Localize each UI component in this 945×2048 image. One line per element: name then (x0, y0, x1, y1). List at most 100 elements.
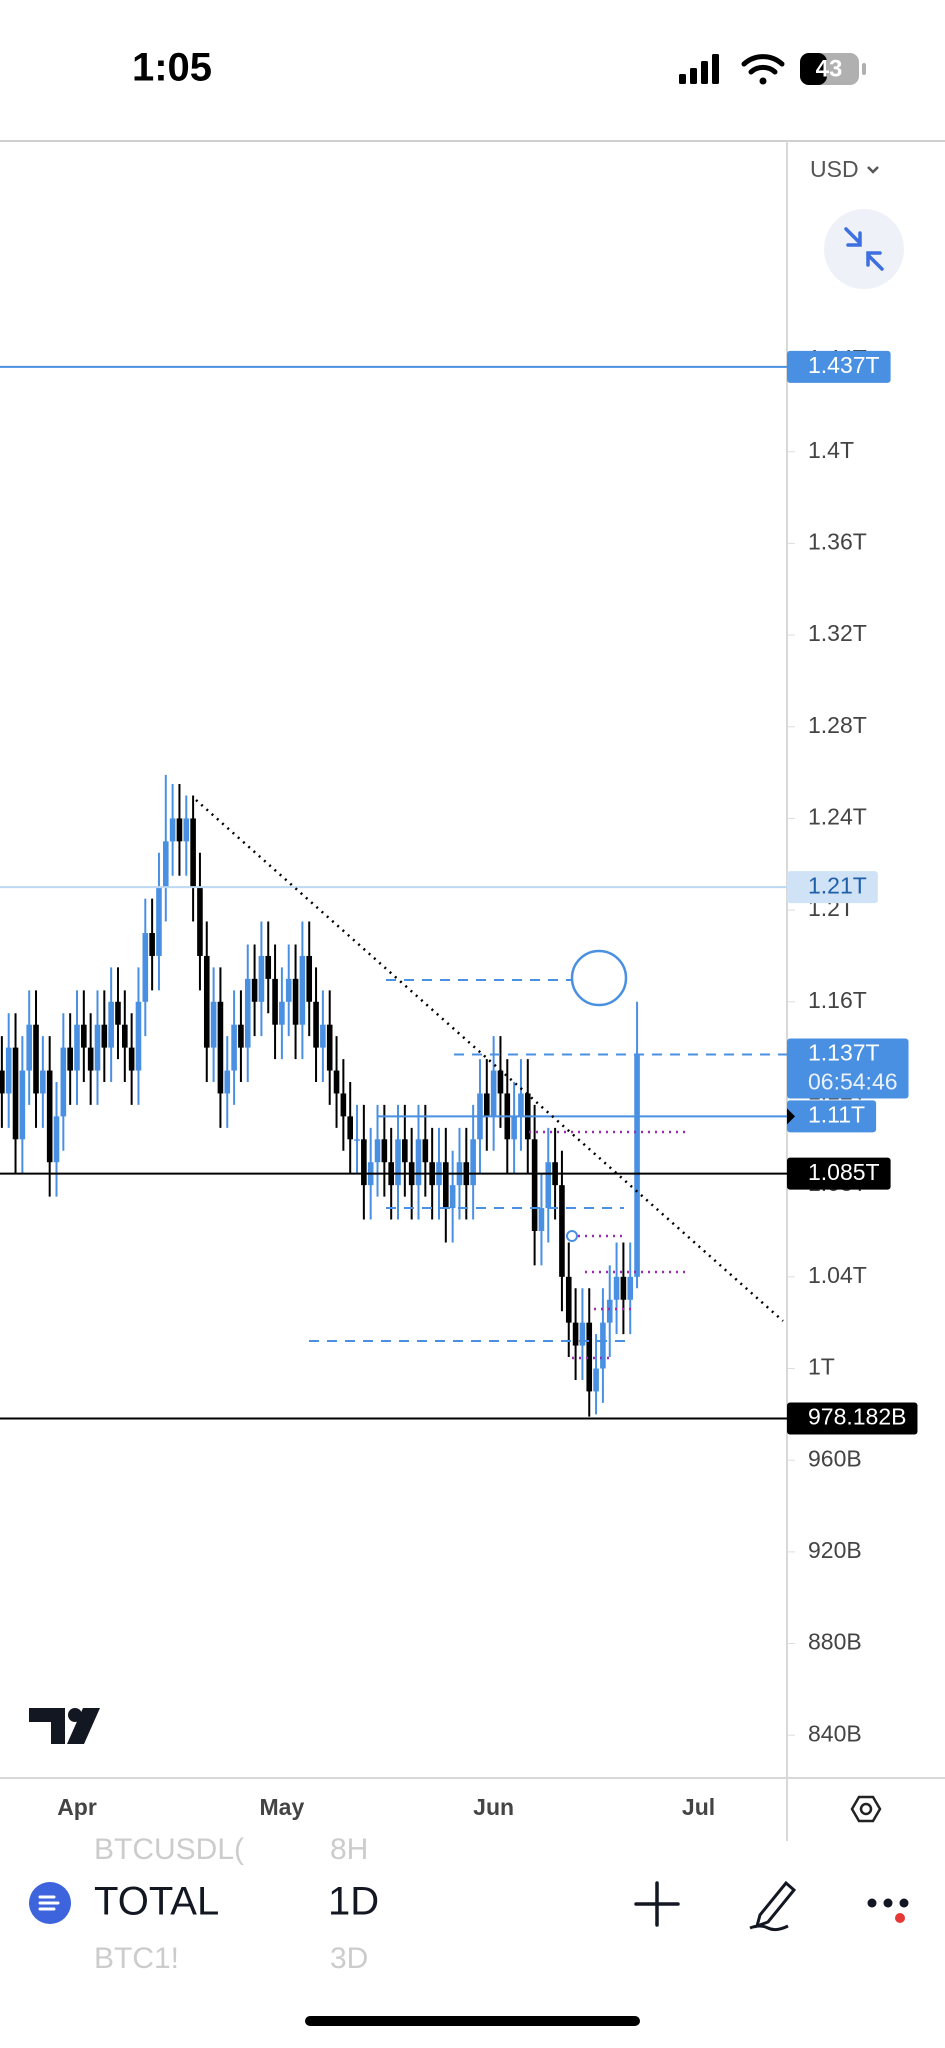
candle-body (415, 1139, 422, 1186)
interval-scroll-below: 3D (330, 1942, 368, 1975)
countdown: 06:54:46 (808, 1069, 898, 1095)
more-button[interactable] (867, 1898, 909, 1924)
currency-label[interactable]: USD (810, 156, 859, 182)
collapse-button[interactable] (824, 209, 904, 289)
candle-body (620, 1276, 627, 1300)
wifi-icon (741, 54, 785, 85)
candle-body (613, 1276, 620, 1300)
candle-body (128, 1047, 135, 1071)
candle-body (5, 1047, 12, 1094)
candle-body (545, 1162, 552, 1209)
candle-body (74, 1024, 80, 1071)
candle-body (326, 1024, 333, 1071)
price-badge-label: 978.182B (808, 1404, 906, 1430)
price-badge (787, 1100, 877, 1133)
candle-body (606, 1299, 613, 1323)
y-tick-label: 880B (808, 1629, 862, 1655)
candle-body (511, 1116, 517, 1140)
badge-arrow (787, 1410, 795, 1427)
y-tick-label: 920B (808, 1537, 862, 1563)
symbol[interactable]: TOTAL (94, 1880, 219, 1924)
candle-body (238, 1024, 244, 1048)
candle-body (169, 818, 176, 842)
candle-body (443, 1162, 449, 1209)
candle-body (115, 1001, 121, 1025)
candle-body (600, 1322, 606, 1369)
candle-body (627, 1276, 634, 1300)
candle-body (122, 1024, 128, 1048)
candle-body (395, 1139, 401, 1186)
candle-body (87, 1047, 94, 1071)
candle-body (381, 1139, 388, 1163)
x-tick-label: Jun (473, 1794, 514, 1820)
y-tick-label: 1T (808, 1354, 835, 1380)
candle-body (265, 955, 272, 979)
y-tick-label: 960B (808, 1445, 862, 1471)
currency-caret (867, 166, 879, 174)
candle-body (33, 1024, 39, 1094)
candle-body (449, 1185, 456, 1209)
candle-body (285, 978, 292, 1002)
candle-body (12, 1047, 19, 1140)
candle-body (101, 1024, 108, 1048)
candle-body (162, 841, 169, 888)
candle-body (538, 1208, 545, 1231)
candle-body (497, 1070, 504, 1094)
interval[interactable]: 1D (328, 1880, 379, 1924)
candle-body (299, 955, 306, 1025)
candle-body (586, 1322, 593, 1392)
candle-body (272, 978, 278, 1025)
price-badge-label: 1.437T (808, 352, 880, 378)
candle-body (402, 1139, 408, 1163)
candle-body (183, 818, 190, 842)
candle-body (572, 1322, 579, 1346)
price-badge (787, 1038, 909, 1099)
candle-body (579, 1322, 586, 1346)
y-tick-label: 1.32T (808, 620, 867, 646)
candle-body (313, 1001, 319, 1048)
y-tick-label: 840B (808, 1720, 862, 1746)
candle-body (634, 1054, 640, 1277)
y-tick-label: 1.4T (808, 437, 854, 463)
candle-body (244, 978, 251, 1048)
price-badge (787, 1157, 891, 1190)
candle-body (306, 955, 313, 1002)
settings-button[interactable] (850, 1795, 882, 1823)
battery-icon: 43 (800, 53, 866, 85)
candle-body (142, 933, 149, 1002)
candle-body (258, 955, 265, 1002)
price-badge (787, 871, 878, 904)
candle-body (320, 1024, 326, 1048)
candle-body (361, 1139, 367, 1186)
candle-body (67, 1047, 73, 1071)
candle-body (531, 1139, 538, 1231)
x-tick-label: May (260, 1794, 305, 1820)
candle-body (354, 1139, 360, 1141)
small-circle (566, 1230, 578, 1242)
battery-level: 43 (816, 55, 843, 82)
draw-button[interactable] (749, 1880, 797, 1932)
price-badge (787, 1402, 918, 1435)
candle-body (40, 1070, 46, 1094)
symbol-scroll-below: BTC1! (94, 1942, 179, 1975)
price-badge-label: 1.137T (808, 1040, 880, 1066)
candle-body (176, 818, 183, 842)
candle-body (484, 1093, 490, 1117)
candle-body (203, 955, 210, 1048)
candle-body (135, 1001, 142, 1071)
candle-body (94, 1024, 101, 1071)
trend-line (195, 799, 784, 1322)
candle-body (374, 1139, 381, 1163)
candle-body (565, 1276, 572, 1323)
candle-body (593, 1368, 599, 1392)
add-button[interactable] (634, 1881, 680, 1927)
circle-marker (570, 949, 628, 1007)
home-indicator (305, 2016, 640, 2026)
candle-body (190, 818, 196, 888)
candle-body (292, 978, 299, 1025)
candle-body (518, 1093, 524, 1117)
candle-body (46, 1070, 53, 1163)
candle-body (210, 1001, 217, 1048)
candle-body (231, 1024, 237, 1071)
candle-body (53, 1116, 60, 1163)
